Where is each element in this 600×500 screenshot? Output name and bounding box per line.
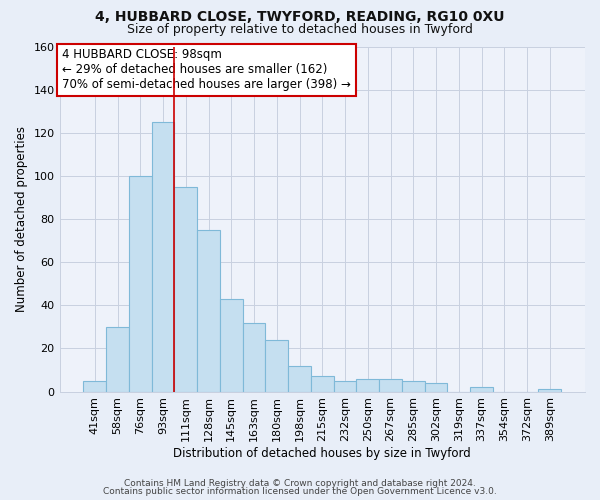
Bar bbox=[379, 378, 402, 392]
Text: 4 HUBBARD CLOSE: 98sqm
← 29% of detached houses are smaller (162)
70% of semi-de: 4 HUBBARD CLOSE: 98sqm ← 29% of detached… bbox=[62, 48, 351, 91]
Bar bbox=[106, 327, 129, 392]
Bar bbox=[265, 340, 288, 392]
Bar bbox=[334, 381, 356, 392]
Bar bbox=[220, 299, 242, 392]
Text: 4, HUBBARD CLOSE, TWYFORD, READING, RG10 0XU: 4, HUBBARD CLOSE, TWYFORD, READING, RG10… bbox=[95, 10, 505, 24]
Bar bbox=[197, 230, 220, 392]
Bar bbox=[83, 381, 106, 392]
Bar bbox=[152, 122, 175, 392]
Bar bbox=[288, 366, 311, 392]
Bar bbox=[175, 186, 197, 392]
Bar bbox=[242, 322, 265, 392]
X-axis label: Distribution of detached houses by size in Twyford: Distribution of detached houses by size … bbox=[173, 447, 471, 460]
Bar bbox=[311, 376, 334, 392]
Bar bbox=[470, 388, 493, 392]
Bar bbox=[425, 383, 448, 392]
Text: Contains HM Land Registry data © Crown copyright and database right 2024.: Contains HM Land Registry data © Crown c… bbox=[124, 478, 476, 488]
Text: Contains public sector information licensed under the Open Government Licence v3: Contains public sector information licen… bbox=[103, 487, 497, 496]
Y-axis label: Number of detached properties: Number of detached properties bbox=[15, 126, 28, 312]
Bar bbox=[538, 390, 561, 392]
Text: Size of property relative to detached houses in Twyford: Size of property relative to detached ho… bbox=[127, 22, 473, 36]
Bar bbox=[129, 176, 152, 392]
Bar bbox=[402, 381, 425, 392]
Bar bbox=[356, 378, 379, 392]
